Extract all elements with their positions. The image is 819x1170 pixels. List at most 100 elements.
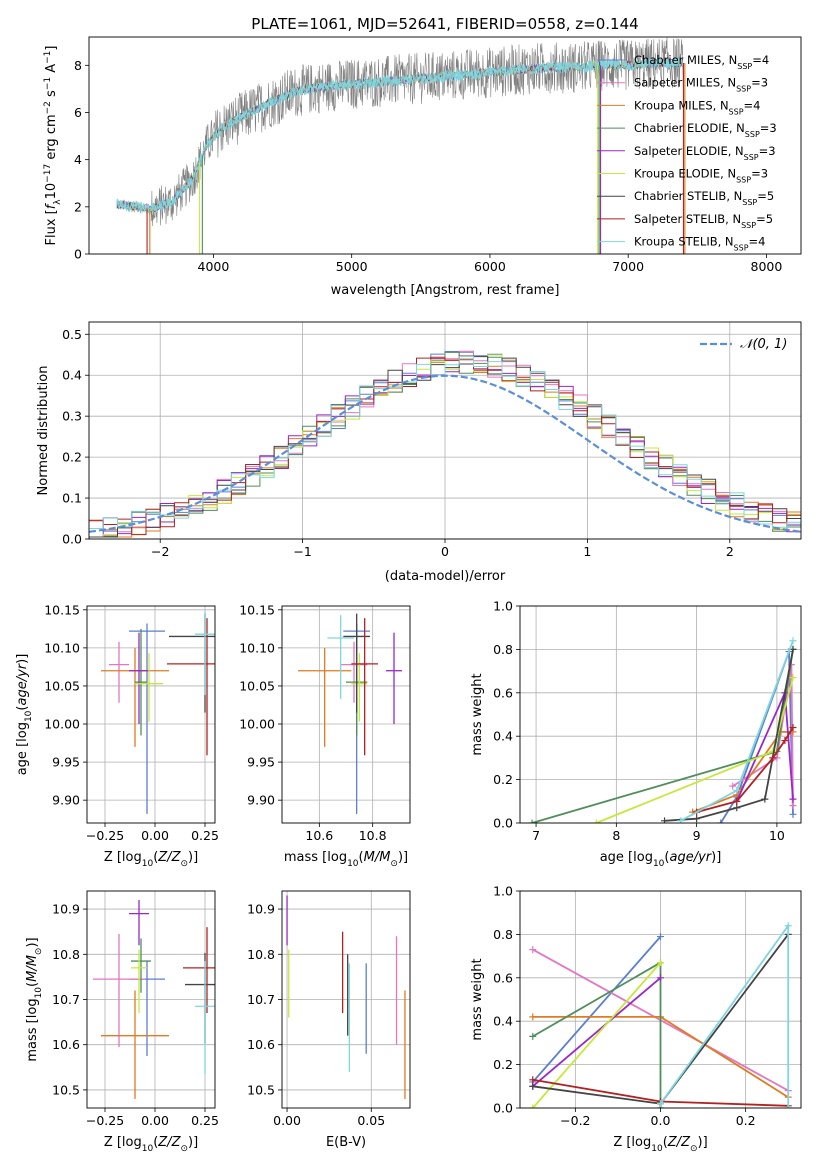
legend-label: Salpeter ELODIE, NSSP=3 (634, 144, 776, 162)
series-point (789, 637, 797, 645)
histogram-step (89, 355, 801, 536)
y-tick-label: 10.05 (44, 678, 80, 693)
x-tick-label: 2 (726, 544, 734, 559)
series-point (529, 1032, 537, 1040)
series-point (693, 815, 701, 823)
series-point (657, 933, 664, 941)
mass-vs-ebv-panel: 0.00 0.05 10.5 10.6 10.7 10.8 10.9 E(B-V) (247, 890, 411, 1150)
x-tick-label: 0.0 (651, 1113, 671, 1128)
y-tick-label: 0.2 (493, 1057, 513, 1072)
spectrum-panel: 4000 5000 6000 7000 8000 0 2 4 6 8 wavelength [Ang… (43, 36, 802, 298)
y-tick-label: 9.90 (247, 793, 275, 808)
y-tick-label: 9.95 (247, 755, 275, 770)
x-tick-label: 10.6 (305, 828, 333, 843)
legend-label: Chabrier ELODIE, NSSP=3 (634, 121, 777, 139)
x-tick-label: 5000 (336, 259, 368, 274)
series-point (781, 737, 789, 745)
axes-frame (86, 890, 216, 1109)
y-tick-label: 0 (74, 247, 82, 262)
x-tick-label: 6000 (474, 259, 506, 274)
x-tick-label: 0.25 (191, 1113, 219, 1128)
x-tick-label: 0.00 (273, 1113, 301, 1128)
x-tick-label: 0 (441, 544, 449, 559)
weight_vs_age-ylabel: mass weight (470, 673, 485, 755)
series-point (769, 754, 777, 762)
y-tick-label: 0.2 (62, 450, 82, 465)
y-tick-label: 1.0 (493, 884, 513, 899)
series-point (784, 922, 792, 930)
x-tick-label: 0.05 (357, 1113, 385, 1128)
spectrum-ylabel: Flux [fλ10−17 erg cm−2 s−1 A−1] (43, 46, 63, 246)
series-point (529, 1013, 537, 1021)
series-line (532, 977, 662, 1087)
x-tick-label: −0.25 (86, 828, 124, 843)
x-tick-label: −2 (151, 544, 169, 559)
y-tick-label: 10.9 (247, 902, 275, 917)
y-tick-label: 4 (74, 152, 82, 167)
gaussian-curve (89, 374, 801, 533)
series-point (529, 1076, 537, 1084)
series-point (789, 724, 797, 732)
y-tick-label: 0.8 (493, 642, 513, 657)
residual-histogram-panel: −2 −1 0 1 2 0.0 0.1 0.2 0.3 0.4 0.5 (data-model)/er… (36, 321, 802, 584)
weight_vs_age-xlabel: age [log10(age/yr)] (600, 850, 722, 869)
x-tick-label: 7000 (612, 259, 644, 274)
series-line (692, 731, 793, 813)
y-tick-label: 10.10 (44, 640, 80, 655)
y-tick-label: 10.8 (247, 947, 275, 962)
age_vs_mass-xlabel: mass [log10(M/M⊙)] (284, 850, 408, 869)
series-point (733, 786, 741, 794)
x-tick-label: 0.2 (736, 1113, 756, 1128)
legend-label: Salpeter STELIB, NSSP=5 (634, 212, 773, 230)
y-tick-label: 0.6 (493, 970, 513, 985)
y-tick-label: 10.00 (239, 717, 275, 732)
x-tick-label: 9 (693, 828, 701, 843)
series-point (789, 810, 797, 818)
weight_vs_Z-ylabel: mass weight (470, 958, 485, 1040)
series-point (733, 804, 741, 812)
spectrum-xlabel: wavelength [Angstrom, rest frame] (331, 283, 560, 298)
y-tick-label: 0.1 (62, 491, 82, 506)
series-point (657, 959, 664, 967)
axes-frame (519, 890, 802, 1109)
x-tick-label: 8000 (751, 259, 783, 274)
legend-label: Salpeter MILES, NSSP=3 (634, 76, 768, 94)
axes-frame (281, 890, 411, 1109)
y-tick-label: 0.6 (493, 685, 513, 700)
series-point (789, 802, 797, 810)
series-point (733, 797, 741, 805)
series-point (657, 974, 664, 982)
mass-vs-metallicity-panel: −0.25 0.00 0.25 10.5 10.6 10.7 10.8 10.9 Z [log1… (25, 890, 219, 1154)
y-tick-label: 10.5 (52, 1082, 80, 1097)
x-tick-label: 4000 (198, 259, 230, 274)
x-tick-label: 0.00 (141, 828, 169, 843)
y-tick-label: 0.0 (62, 532, 82, 547)
y-tick-label: 10.05 (239, 678, 275, 693)
series-line (532, 936, 662, 1083)
x-tick-label: 8 (612, 828, 620, 843)
x-tick-label: 0.25 (191, 828, 219, 843)
series-point (789, 795, 797, 803)
y-tick-label: 10.15 (239, 602, 275, 617)
axes-frame (86, 605, 216, 824)
legend-label: Chabrier MILES, NSSP=4 (634, 53, 769, 71)
x-tick-label: 10 (769, 828, 785, 843)
series-point (529, 1104, 537, 1108)
series-line (595, 677, 794, 823)
age_vs_Z-ylabel: age [log10(age/yr)] (15, 654, 34, 776)
figure-title: PLATE=1061, MJD=52641, FIBERID=0558, z=0… (251, 15, 638, 33)
y-tick-label: 0.0 (493, 816, 513, 831)
series-point (784, 1104, 792, 1108)
y-tick-label: 0.4 (62, 368, 82, 383)
legend-label: 𝒩(0, 1) (740, 337, 787, 352)
age-vs-mass-panel: 10.6 10.8 9.90 9.95 10.00 10.05 10.10 10.15 mass… (239, 602, 411, 869)
weight_vs_Z-xlabel: Z [log10(Z/Z⊙)] (613, 1135, 707, 1154)
y-tick-label: 6 (74, 105, 82, 120)
residuals-ylabel: Normed distribution (36, 366, 51, 496)
weight-vs-age-panel: 7 8 9 10 0.0 0.2 0.4 0.6 0.8 1.0 age [log10(age/yr… (470, 599, 802, 869)
y-tick-label: 1.0 (493, 599, 513, 614)
y-tick-label: 0.2 (493, 772, 513, 787)
axes-frame (88, 36, 802, 255)
series-point (528, 819, 536, 823)
series-point (657, 1100, 664, 1108)
